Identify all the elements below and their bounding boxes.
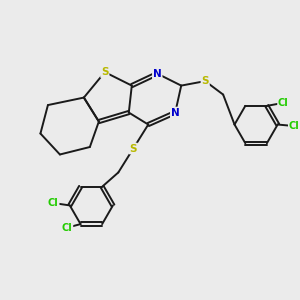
Text: Cl: Cl <box>48 198 59 208</box>
Text: Cl: Cl <box>278 98 289 108</box>
Text: N: N <box>171 108 180 118</box>
Text: Cl: Cl <box>62 223 73 233</box>
Text: N: N <box>153 69 162 79</box>
Text: S: S <box>201 76 209 86</box>
Text: S: S <box>130 143 137 154</box>
Text: Cl: Cl <box>289 121 299 131</box>
Text: S: S <box>101 67 109 77</box>
